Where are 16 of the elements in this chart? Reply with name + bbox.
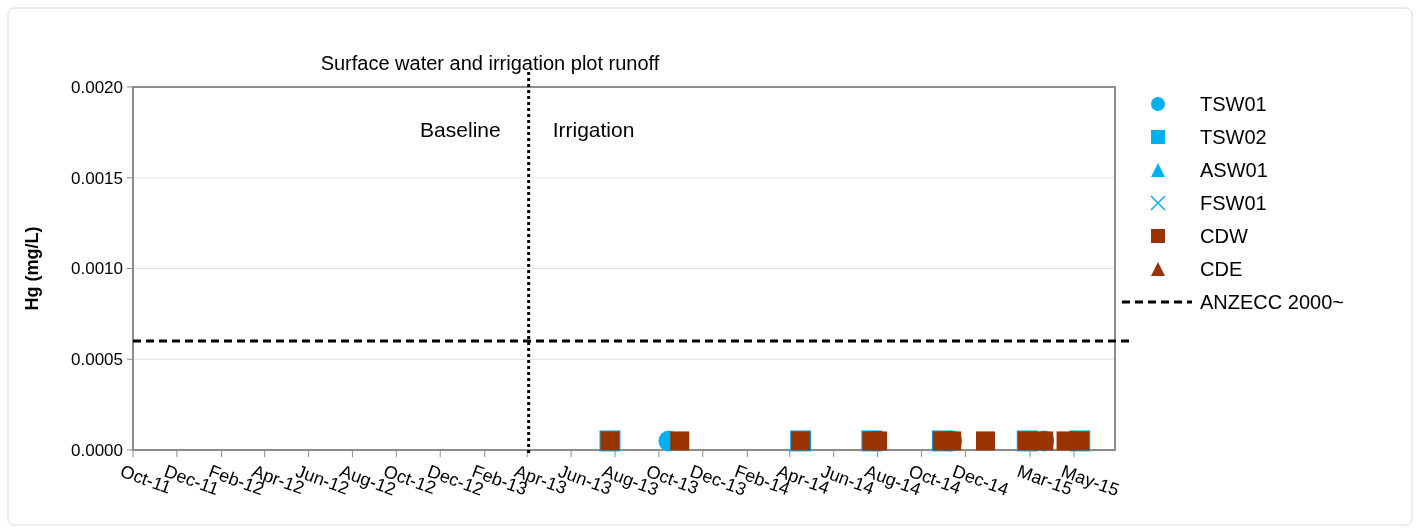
legend-label: CDW [1200, 225, 1248, 247]
y-tick-label: 0.0020 [71, 77, 123, 97]
y-tick-label: 0.0000 [71, 440, 123, 460]
annotation: Baseline [420, 118, 501, 141]
y-tick-label: 0.0005 [71, 350, 123, 370]
y-axis-title: Hg (mg/L) [22, 226, 42, 311]
legend-label: ANZECC 2000~ [1200, 291, 1344, 313]
y-tick-label: 0.0015 [71, 168, 123, 188]
legend-label: CDE [1200, 258, 1243, 280]
legend-label: TSW02 [1200, 126, 1267, 148]
annotation: Irrigation [552, 118, 635, 141]
legend-label: FSW01 [1200, 192, 1267, 214]
legend-label: TSW01 [1200, 93, 1267, 115]
legend-label: ASW01 [1200, 159, 1268, 181]
y-tick-label: 0.0010 [71, 259, 123, 279]
chart-title: Surface water and irrigation plot runoff [320, 52, 660, 74]
